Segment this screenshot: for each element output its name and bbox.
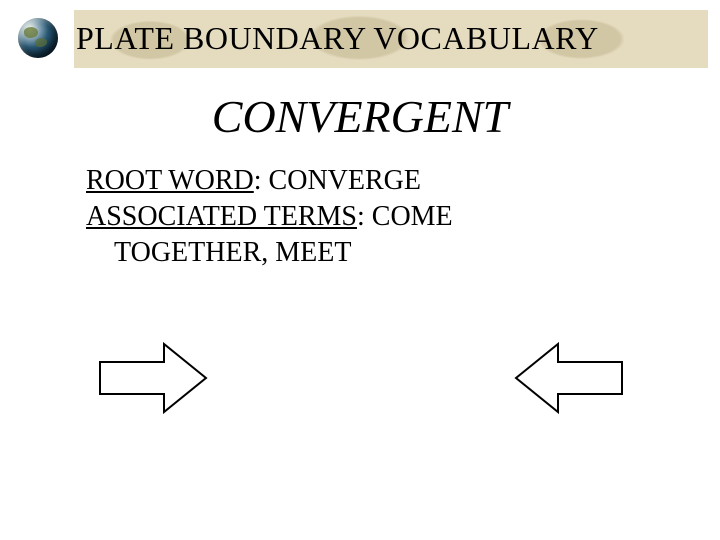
root-word-value: : CONVERGE (254, 165, 421, 196)
arrow-right-icon (96, 338, 212, 418)
arrow-left-icon (510, 338, 626, 418)
root-word-line: ROOT WORD: CONVERGE (86, 164, 680, 198)
associated-terms-value1: : COME (357, 201, 453, 232)
globe-bullet-icon (18, 18, 58, 58)
associated-terms-line1: ASSOCIATED TERMS: COME (86, 200, 680, 234)
body-text: ROOT WORD: CONVERGE ASSOCIATED TERMS: CO… (86, 164, 680, 272)
title-bar: PLATE BOUNDARY VOCABULARY (18, 12, 708, 64)
slide-title: PLATE BOUNDARY VOCABULARY (76, 20, 599, 57)
root-word-label: ROOT WORD (86, 165, 254, 196)
associated-terms-label: ASSOCIATED TERMS (86, 201, 357, 232)
slide-subtitle: CONVERGENT (0, 90, 720, 143)
associated-terms-line2: TOGETHER, MEET (86, 236, 680, 270)
